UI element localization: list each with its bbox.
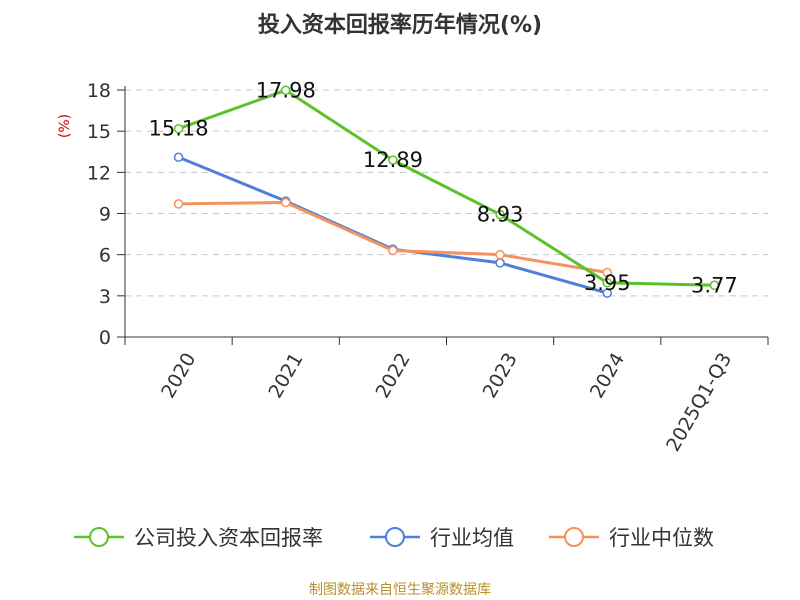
series-line	[178, 155, 608, 295]
legend[interactable]: 公司投入资本回报率 行业均值 行业中位数	[74, 526, 714, 550]
legend-item[interactable]: 行业中位数	[549, 526, 714, 550]
legend-label: 公司投入资本回报率	[134, 526, 323, 550]
chart-title: 投入资本回报率历年情况(%)	[258, 12, 542, 38]
source-note: 制图数据来自恒生聚源数据库	[309, 582, 491, 598]
data-point[interactable]	[281, 85, 291, 96]
series	[173, 85, 720, 298]
data-point[interactable]	[495, 258, 505, 268]
data-point[interactable]	[602, 278, 612, 288]
legend-marker	[385, 527, 405, 547]
data-point[interactable]	[602, 288, 612, 298]
y-tick-label: 15	[87, 121, 111, 143]
y-tick-label: 0	[99, 327, 111, 349]
data-point[interactable]	[281, 197, 291, 208]
data-label: 12.89	[363, 148, 423, 172]
data-point[interactable]	[495, 209, 505, 220]
x-tick-label: 2022	[372, 349, 415, 402]
data-label: 17.98	[256, 78, 316, 102]
y-tick-label: 12	[87, 162, 111, 184]
data-point[interactable]	[602, 267, 612, 278]
x-tick-label: 2020	[157, 349, 200, 402]
y-tick-label: 3	[99, 286, 111, 308]
data-labels: 15.18 17.98 12.89 8.93 3.95 3.77	[149, 78, 738, 297]
series-line	[178, 88, 715, 287]
data-label: 15.18	[149, 117, 209, 141]
data-label: 3.95	[584, 271, 631, 295]
x-tick-label: 2023	[479, 349, 522, 402]
grid	[125, 89, 768, 297]
x-tick-label: 2021	[264, 349, 307, 402]
legend-label: 行业均值	[430, 526, 514, 550]
x-tick-label: 2025Q1-Q3	[662, 349, 736, 455]
legend-item[interactable]: 行业均值	[370, 526, 514, 550]
data-point[interactable]	[709, 280, 720, 291]
data-point[interactable]	[495, 249, 505, 260]
data-label: 8.93	[477, 202, 524, 226]
legend-item[interactable]: 公司投入资本回报率	[74, 526, 323, 550]
data-point[interactable]	[388, 155, 398, 165]
y-tick-label: 9	[99, 204, 111, 226]
data-point[interactable]	[173, 123, 184, 134]
y-tick-label: 18	[87, 80, 111, 102]
data-point[interactable]	[173, 152, 184, 162]
legend-marker	[564, 527, 584, 547]
legend-label: 行业中位数	[609, 526, 714, 550]
data-point[interactable]	[388, 245, 398, 256]
data-point[interactable]	[173, 199, 184, 209]
y-tick-label: 6	[99, 245, 111, 267]
data-label: 3.77	[691, 273, 738, 297]
y-axis-label: (%)	[57, 114, 73, 138]
legend-marker	[89, 527, 109, 547]
x-tick-label: 2024	[586, 349, 629, 402]
